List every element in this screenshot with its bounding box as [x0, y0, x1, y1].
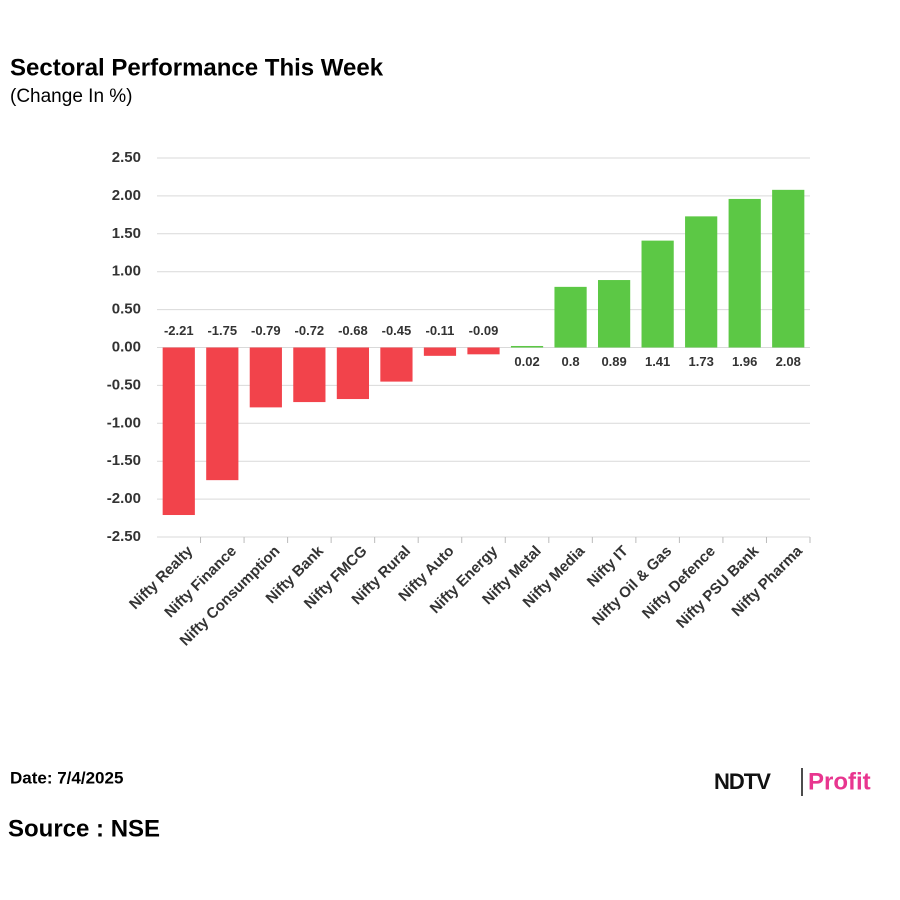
bar [206, 347, 239, 481]
bar [641, 240, 674, 348]
bar [293, 347, 326, 403]
value-label: -0.11 [426, 323, 455, 338]
chart-title: Sectoral Performance This Week [10, 54, 384, 81]
y-tick-label: -1.50 [107, 452, 141, 469]
bar [772, 189, 805, 348]
y-tick-label: 1.50 [112, 225, 141, 242]
y-tick-label: -2.00 [107, 490, 141, 507]
value-label: -0.09 [469, 323, 499, 338]
value-label: -0.72 [295, 323, 325, 338]
value-label: 1.96 [732, 354, 757, 369]
logo-product: Profit [808, 768, 871, 795]
bar [728, 198, 761, 348]
bar [336, 347, 370, 400]
value-label: 0.89 [601, 354, 626, 369]
chart-subtitle: (Change In %) [10, 86, 133, 107]
value-label: -0.45 [382, 323, 412, 338]
source: Source : NSE [8, 815, 160, 842]
value-label: 2.08 [776, 354, 801, 369]
bar [380, 347, 413, 382]
bar [249, 347, 282, 408]
y-tick-label: 0.50 [112, 301, 141, 318]
value-label: 1.73 [689, 354, 714, 369]
value-label: -0.79 [251, 323, 281, 338]
bar [423, 347, 457, 356]
value-label: 0.8 [562, 354, 580, 369]
bar [162, 347, 195, 516]
y-tick-label: 1.00 [112, 263, 141, 280]
value-label: 1.41 [645, 354, 670, 369]
value-label: 0.02 [514, 354, 539, 369]
value-label: -0.68 [338, 323, 368, 338]
bar [597, 280, 631, 348]
bar [685, 216, 718, 348]
y-tick-label: 2.50 [112, 149, 141, 166]
bar [510, 345, 544, 348]
value-label: -1.75 [207, 323, 237, 338]
value-label: -2.21 [164, 323, 194, 338]
y-tick-label: 2.00 [112, 187, 141, 204]
date: Date: 7/4/2025 [10, 768, 123, 787]
logo-brand: NDTV [714, 769, 771, 794]
y-tick-label: -2.50 [107, 528, 141, 545]
y-tick-label: -0.50 [107, 376, 141, 393]
y-tick-label: -1.00 [107, 414, 141, 431]
bar [554, 286, 587, 348]
bar [467, 347, 500, 355]
y-tick-label: 0.00 [112, 338, 141, 355]
